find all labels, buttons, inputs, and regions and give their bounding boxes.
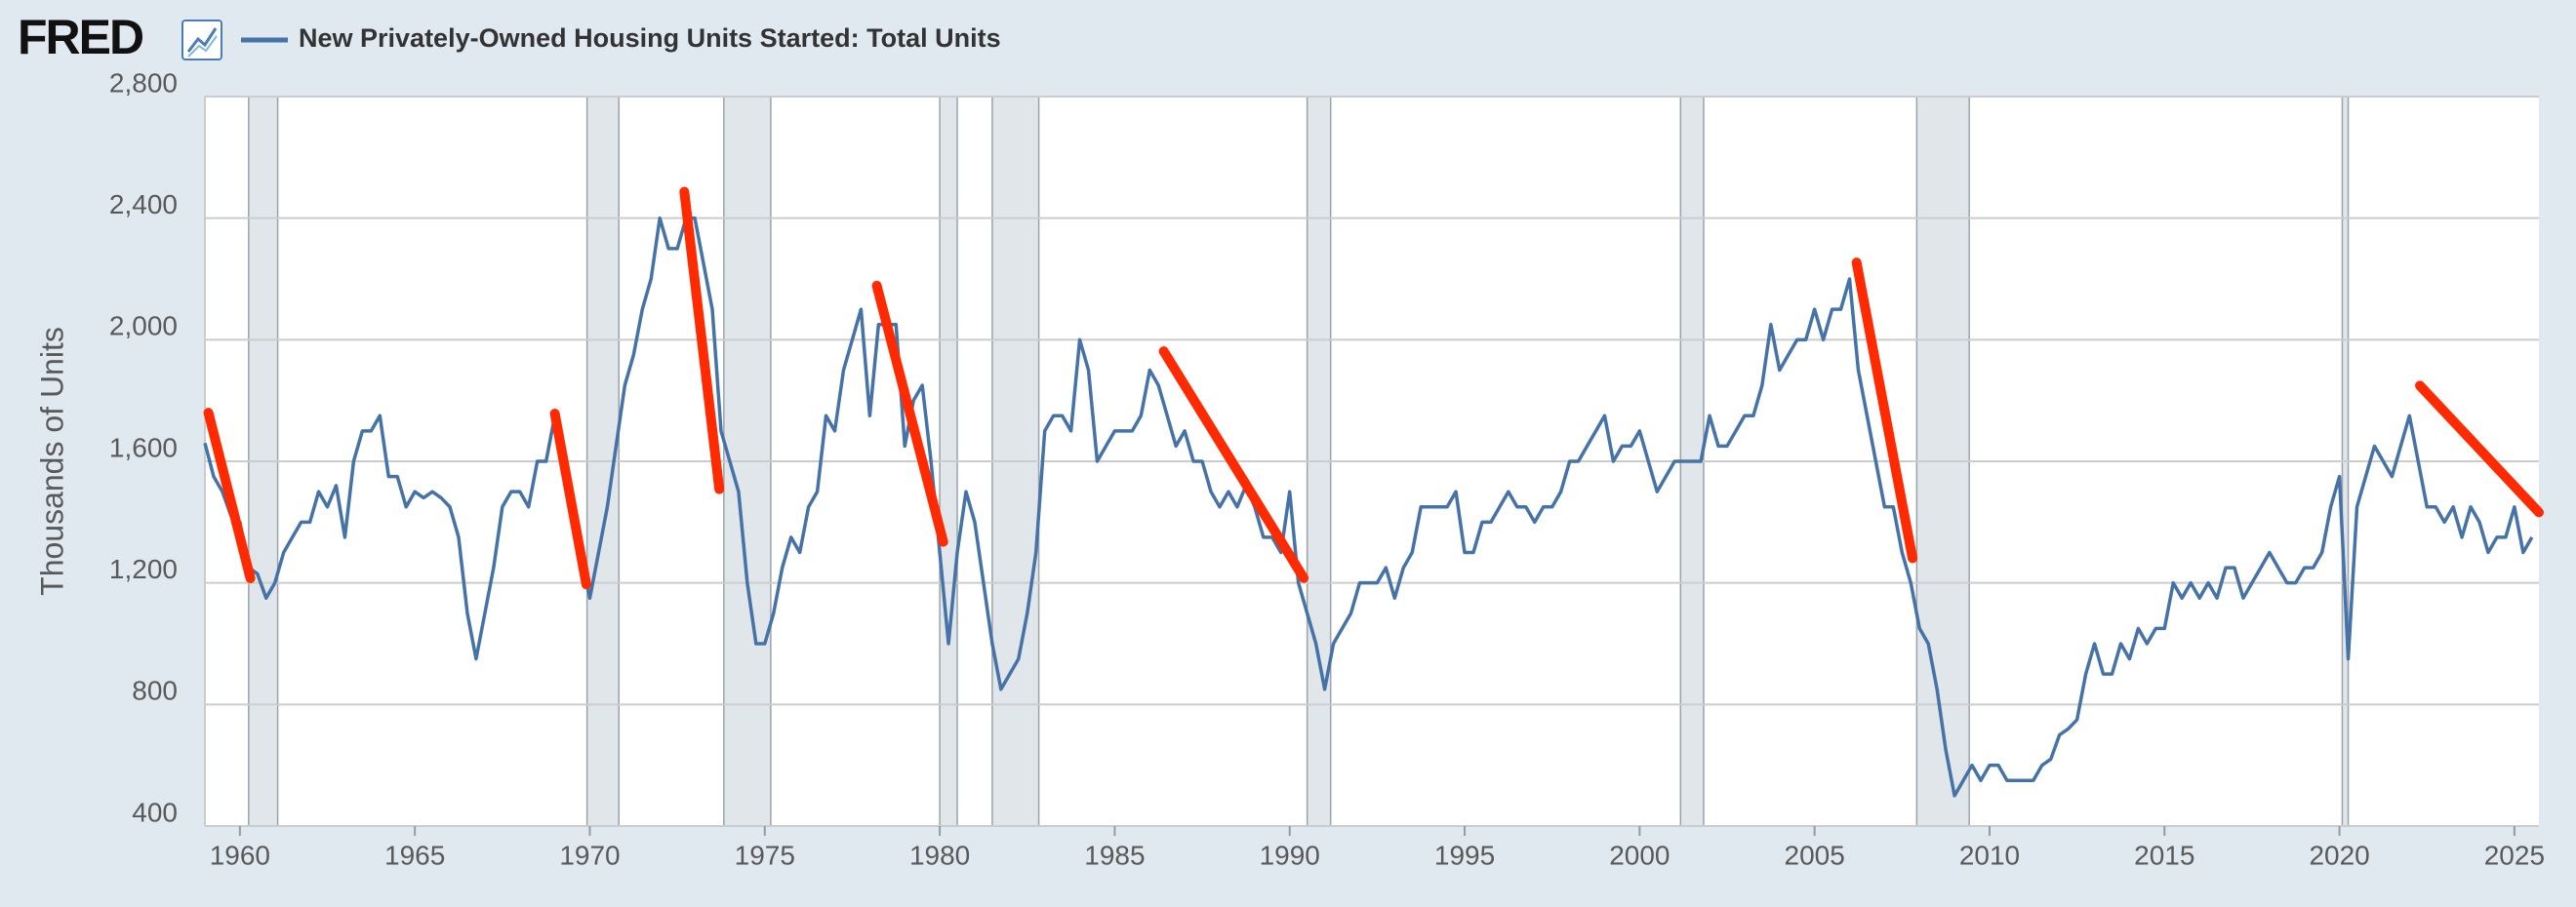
- trend-line: [2415, 380, 2544, 518]
- y-tick-label: 2,000: [109, 311, 178, 341]
- x-tick-label: 1965: [384, 840, 445, 870]
- y-tick-label: 800: [132, 676, 178, 706]
- legend-label: New Privately-Owned Housing Units Starte…: [299, 23, 1001, 53]
- trend-line: [1851, 257, 1918, 564]
- x-tick-label: 1995: [1434, 840, 1495, 870]
- x-tick-label: 2010: [1959, 840, 2020, 870]
- trend-line: [871, 280, 948, 547]
- trend-line: [549, 409, 591, 590]
- x-tick-label: 1985: [1084, 840, 1145, 870]
- trend-line: [679, 186, 725, 494]
- x-tick-label: 2015: [2134, 840, 2194, 870]
- y-tick-label: 1,600: [109, 432, 178, 462]
- x-tick-label: 2025: [2484, 840, 2545, 870]
- y-tick-label: 2,400: [109, 189, 178, 219]
- x-tick-label: 1975: [735, 840, 795, 870]
- y-axis-title: Thousands of Units: [34, 327, 69, 596]
- data-line: [203, 216, 2534, 798]
- x-tick-label: 2000: [1609, 840, 1670, 870]
- trend-line: [1158, 346, 1309, 583]
- trend-line: [203, 408, 256, 583]
- logo-icon: [181, 20, 222, 60]
- x-tick-label: 1970: [559, 840, 620, 870]
- x-tick-label: 1990: [1260, 840, 1320, 870]
- logo[interactable]: FRED: [18, 10, 145, 64]
- y-tick-label: 1,200: [109, 554, 178, 584]
- x-tick-label: 2020: [2309, 840, 2369, 870]
- y-tick-label: 2,800: [109, 67, 178, 98]
- x-tick-label: 2005: [1785, 840, 1845, 870]
- y-tick-label: 400: [132, 797, 178, 827]
- x-tick-label: 1980: [909, 840, 970, 870]
- x-tick-label: 1960: [210, 840, 270, 870]
